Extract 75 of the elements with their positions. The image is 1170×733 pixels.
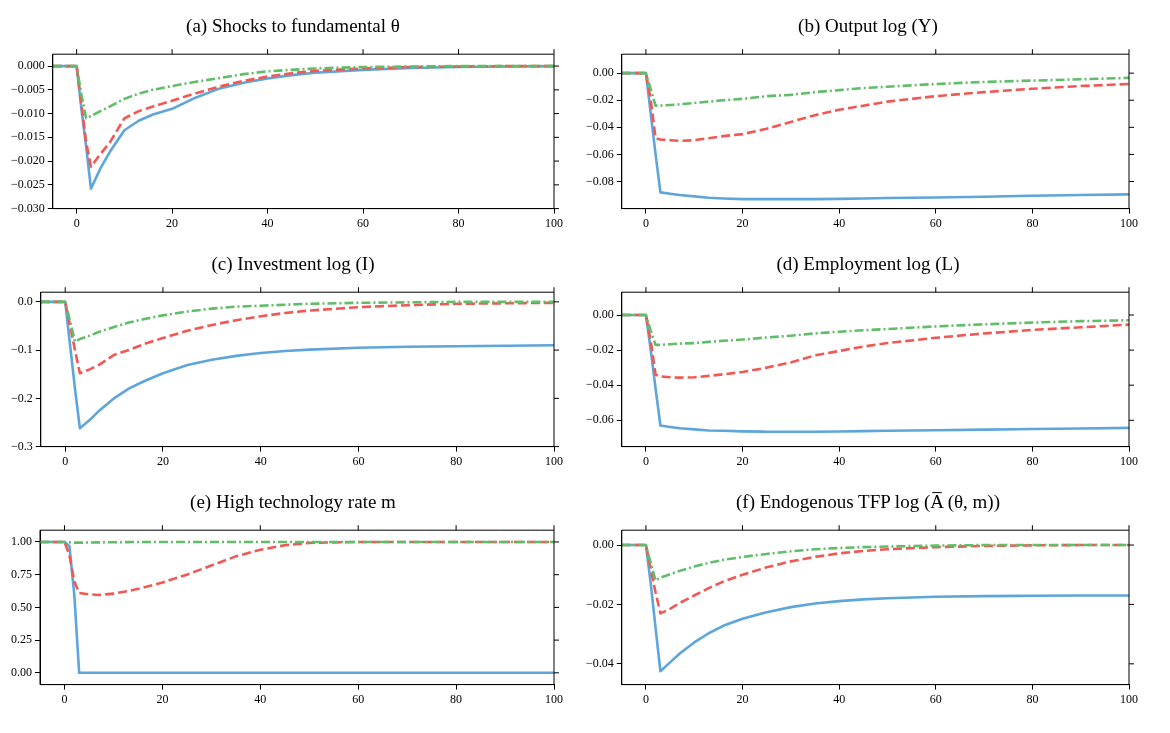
y-tick-label: −0.04 (585, 655, 614, 670)
x-tick-label: 80 (1026, 215, 1039, 230)
y-tick-label: 0.00 (592, 537, 614, 552)
x-tick-label: 0 (73, 215, 80, 230)
y-tick-label: 0.000 (17, 58, 45, 73)
x-tick-label: 100 (1120, 215, 1138, 230)
y-tick-label: −0.005 (10, 81, 45, 96)
x-tick-label: 60 (929, 691, 942, 706)
x-tick-label: 40 (254, 691, 267, 706)
y-tick-label: 0.00 (592, 307, 614, 322)
x-tick-label: 60 (352, 691, 365, 706)
x-tick-label: 40 (833, 453, 846, 468)
x-tick-label: 40 (254, 453, 267, 468)
y-tick-label: −0.025 (10, 177, 45, 191)
x-tick-label: 40 (833, 691, 846, 706)
x-tick-label: 0 (642, 215, 649, 230)
y-tick-label: −0.010 (10, 105, 45, 120)
x-tick-label: 0 (61, 691, 68, 706)
y-tick-label: 0.00 (592, 65, 614, 80)
x-tick-label: 20 (736, 691, 749, 706)
chart-title: (a) Shocks to fundamental θ (185, 14, 401, 38)
x-tick-label: 100 (545, 215, 563, 230)
line-series (621, 71, 1129, 107)
y-tick-label: 0.00 (11, 664, 32, 679)
y-tick-label: −0.04 (585, 119, 614, 134)
x-tick-label: 20 (156, 453, 169, 468)
x-tick-label: 80 (1026, 691, 1039, 706)
chart-title: (e) High technology rate m (189, 490, 397, 514)
x-tick-label: 0 (642, 691, 649, 706)
x-tick-label: 60 (929, 215, 942, 230)
y-tick-label: −0.020 (10, 153, 45, 168)
x-tick-label: 80 (450, 691, 463, 706)
line-series (52, 64, 554, 120)
y-tick-label: −0.02 (585, 342, 614, 357)
y-tick-label: 0.25 (11, 632, 32, 647)
y-tick-label: 1.00 (11, 534, 32, 549)
chart-title: (f) Endogenous TFP log (A̅ (θ, m)) (735, 490, 1001, 514)
y-tick-label: −0.04 (585, 377, 614, 392)
x-tick-label: 20 (166, 215, 179, 230)
x-tick-label: 100 (545, 453, 563, 468)
x-tick-label: 100 (1120, 453, 1138, 468)
x-tick-label: 40 (261, 215, 274, 230)
x-tick-label: 0 (62, 453, 69, 468)
line-series (40, 300, 554, 344)
y-tick-label: −0.02 (585, 92, 614, 107)
x-tick-label: 100 (1120, 691, 1138, 706)
line-series (621, 313, 1129, 347)
y-tick-label: 0.50 (11, 599, 32, 614)
chart-title: (c) Investment log (I) (210, 252, 376, 276)
x-tick-label: 80 (450, 453, 463, 468)
x-tick-label: 80 (452, 215, 465, 230)
chart-title: (d) Employment log (L) (775, 252, 961, 276)
y-tick-label: −0.030 (10, 200, 45, 215)
x-tick-label: 60 (352, 453, 365, 468)
line-series (621, 543, 1129, 582)
y-tick-label: −0.3 (10, 438, 33, 453)
x-tick-label: 40 (833, 215, 846, 230)
x-tick-label: 20 (736, 453, 749, 468)
x-tick-label: 60 (929, 453, 942, 468)
x-tick-label: 20 (156, 691, 169, 706)
chart-title: (b) Output log (Y) (797, 14, 939, 38)
y-tick-label: −0.015 (10, 129, 45, 144)
y-tick-label: −0.1 (10, 342, 33, 357)
y-tick-label: −0.2 (10, 390, 33, 405)
y-tick-label: −0.06 (585, 146, 614, 161)
y-tick-label: −0.02 (585, 596, 614, 611)
y-tick-label: 0.0 (17, 294, 33, 309)
y-tick-label: −0.06 (585, 412, 614, 427)
x-tick-label: 20 (736, 215, 749, 230)
x-tick-label: 80 (1026, 453, 1039, 468)
y-tick-label: −0.08 (585, 173, 614, 188)
x-tick-label: 0 (642, 453, 649, 468)
x-tick-label: 60 (357, 215, 370, 230)
y-tick-label: 0.75 (11, 566, 32, 581)
x-tick-label: 100 (545, 691, 563, 706)
